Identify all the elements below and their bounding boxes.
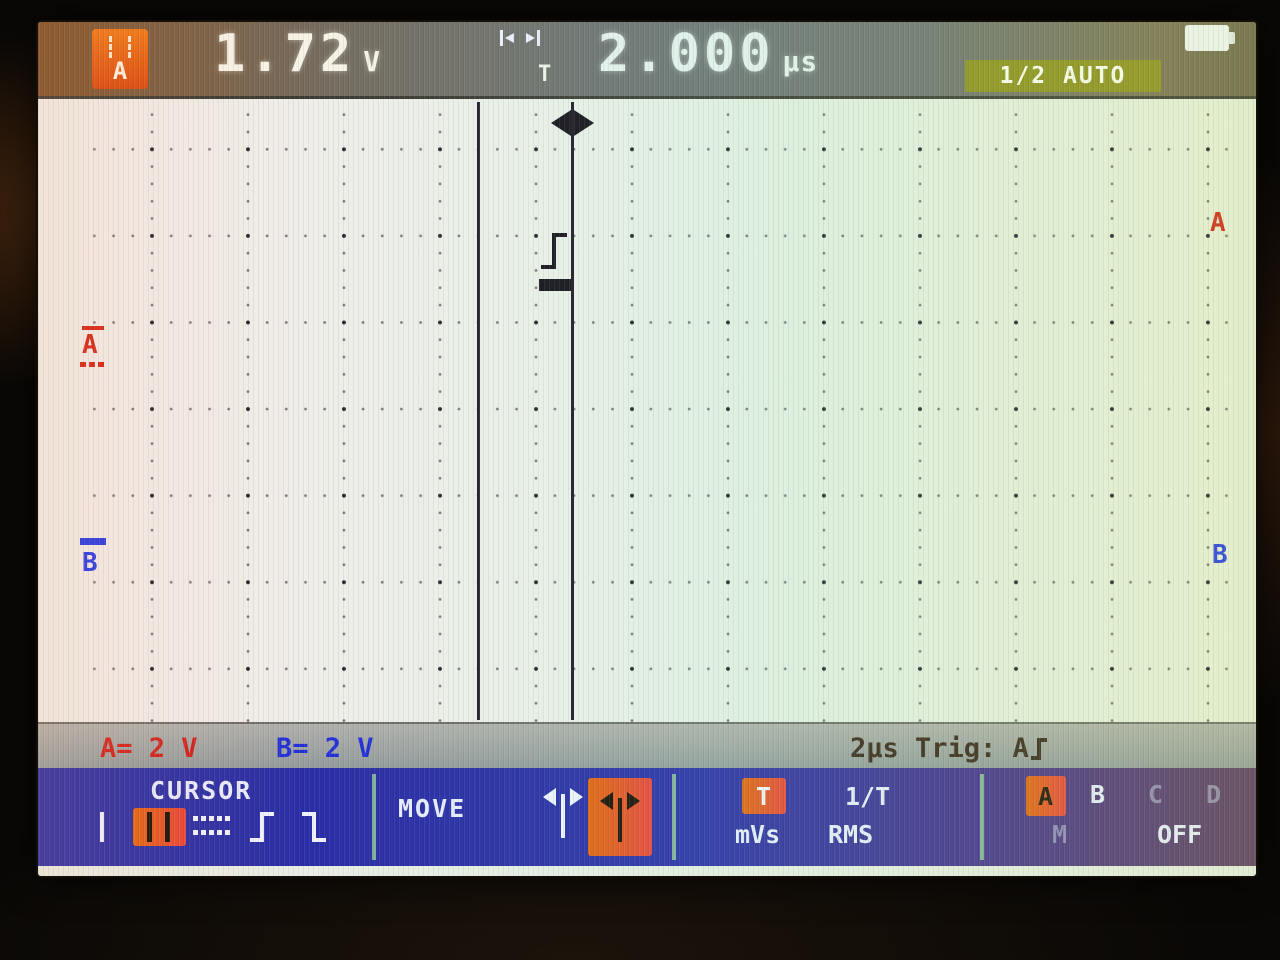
channel-a-position-tick: [82, 326, 104, 330]
channel-b-scale: B= 2 V: [276, 733, 374, 764]
cursor-delta-time-reading: 2.000 µs: [598, 24, 818, 84]
rising-edge-icon: [1030, 738, 1047, 760]
measure-RMS-option[interactable]: RMS: [828, 820, 874, 849]
trigger-level-bar: [539, 279, 572, 292]
channel-b-left-label: B: [82, 548, 98, 578]
trace-b-segment: [478, 546, 1233, 559]
move-group-label: MOVE: [398, 794, 467, 823]
plot-margin-right: [1234, 96, 1256, 722]
cursor-group-title: CURSOR: [150, 776, 253, 805]
channel-b-right-label: B: [1212, 540, 1228, 570]
source-off-option[interactable]: OFF: [1157, 820, 1203, 849]
cursor-2-line[interactable]: [571, 102, 574, 720]
trace-a-segment: [99, 352, 572, 365]
trace-a-segment: [572, 216, 1233, 229]
lcd-screen: A 1.72 V T 2.000 µs 1/2 AUTO A B A B: [38, 22, 1256, 876]
plot-margin-left: [38, 96, 78, 722]
measure-1overT-option[interactable]: 1/T: [845, 782, 891, 811]
source-badge-label: A: [112, 57, 128, 85]
time-value: 2.000: [598, 24, 775, 84]
voltage-value: 1.72: [214, 24, 356, 84]
source-c-option[interactable]: C: [1148, 780, 1164, 809]
time-unit: µs: [782, 45, 819, 78]
voltage-reading: 1.72 V: [214, 24, 381, 84]
timebase-trigger-text: 2µs Trig: A: [850, 733, 1029, 764]
channel-a-right-label: A: [1210, 208, 1226, 238]
dual-vertical-cursors-option-selected[interactable]: [133, 808, 186, 846]
source-d-option[interactable]: D: [1206, 780, 1222, 809]
channel-b-position-tick: [80, 538, 106, 545]
measure-time-option-selected[interactable]: T: [742, 778, 786, 814]
move-cursor-1-option[interactable]: [543, 782, 583, 838]
channel-a-left-label: A: [82, 330, 98, 360]
menu-divider: [372, 774, 376, 860]
rise-time-cursor-option[interactable]: [250, 812, 274, 842]
cursor-1-line[interactable]: [477, 102, 481, 720]
voltage-unit: V: [363, 45, 382, 78]
measure-time-label: T: [756, 782, 772, 811]
time-prefix-label: T: [538, 62, 552, 87]
cursor-delta-icon: [109, 36, 131, 58]
measure-mVs-option[interactable]: mVs: [735, 820, 781, 849]
move-cursor-2-option-selected[interactable]: [588, 778, 652, 856]
header-bar: A 1.72 V T 2.000 µs 1/2 AUTO: [38, 22, 1256, 99]
softkey-menu-bar: CURSOR MOVE T 1/T mVs R: [38, 768, 1256, 866]
timebase-trigger-readout: 2µs Trig: A: [850, 733, 1047, 764]
fall-time-cursor-option[interactable]: [302, 812, 326, 842]
menu-divider: [980, 774, 984, 860]
trace-b-segment: [99, 400, 478, 413]
battery-icon: [1185, 25, 1235, 51]
single-vertical-cursor-option[interactable]: [100, 812, 104, 842]
source-a-label: A: [1038, 782, 1054, 811]
status-bar: A= 2 V B= 2 V 2µs Trig: A: [38, 722, 1256, 770]
cursor-width-icon: [500, 30, 540, 46]
trigger-edge-marker: [541, 233, 568, 270]
source-a-option-selected[interactable]: A: [1026, 776, 1066, 816]
channel-a-ground-tick: [80, 362, 106, 367]
source-b-option[interactable]: B: [1090, 780, 1106, 809]
waveform-graticule: A B A B: [78, 100, 1234, 722]
menu-divider: [672, 774, 676, 860]
source-m-option[interactable]: M: [1052, 820, 1068, 849]
acquisition-mode-badge: 1/2 AUTO: [965, 60, 1161, 92]
channel-a-scale: A= 2 V: [100, 733, 198, 764]
measurement-source-badge: A: [92, 29, 148, 89]
active-cursor-marker[interactable]: [551, 110, 594, 136]
